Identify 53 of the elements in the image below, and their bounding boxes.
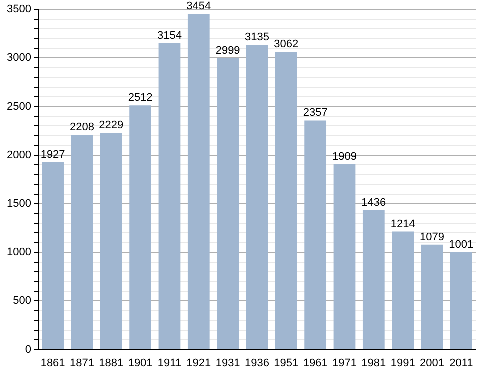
bar	[158, 43, 181, 350]
data-label: 2512	[128, 92, 153, 104]
x-tick-label: 1921	[186, 357, 212, 370]
x-tick-label: 1971	[332, 357, 357, 370]
bar	[304, 120, 327, 350]
data-label: 1927	[40, 149, 66, 162]
x-tick-label: 1936	[244, 357, 270, 370]
data-label: 1001	[449, 239, 474, 252]
x-tick-label: 1911	[158, 357, 182, 370]
bar	[450, 252, 472, 350]
data-label: 3154	[157, 30, 182, 42]
y-tick-label: 2000	[6, 149, 32, 162]
bar	[217, 58, 240, 350]
y-tick-label: 3500	[6, 4, 32, 16]
bar	[246, 45, 268, 350]
bar	[334, 164, 356, 350]
x-tick-label: 1951	[274, 357, 299, 370]
data-label: 3454	[186, 0, 212, 13]
x-tick-label: 1981	[362, 357, 386, 370]
bar	[188, 14, 210, 350]
y-tick-label: 1000	[6, 246, 32, 259]
y-tick-label: 2500	[6, 100, 32, 113]
data-label: 3135	[244, 32, 270, 44]
bar	[275, 52, 298, 350]
x-tick-label: 1961	[303, 357, 328, 370]
bar	[100, 133, 122, 350]
bar	[421, 244, 444, 350]
data-label: 2999	[216, 44, 240, 57]
x-tick-label: 2011	[450, 357, 474, 370]
y-tick-label: 0	[25, 344, 32, 356]
x-tick-label: 1871	[70, 357, 94, 370]
data-label: 1079	[420, 231, 444, 244]
bar	[392, 232, 414, 350]
y-tick-label: 500	[13, 295, 32, 308]
y-tick-label: 1500	[6, 198, 32, 210]
x-tick-label: 1931	[216, 357, 240, 370]
data-label: 1436	[362, 196, 386, 209]
data-label: 1214	[390, 218, 416, 230]
data-label: 2229	[99, 120, 124, 132]
data-label: 2357	[303, 107, 328, 120]
bar	[362, 210, 385, 350]
data-label: 3062	[274, 38, 299, 51]
x-tick-label: 1901	[128, 357, 153, 370]
x-tick-label: 1991	[390, 357, 416, 370]
x-tick-label: 2001	[420, 357, 444, 370]
x-tick-label: 1881	[99, 357, 124, 370]
data-label: 1909	[332, 150, 357, 163]
bar	[42, 162, 64, 350]
y-tick-label: 3000	[6, 52, 32, 64]
data-label: 2208	[70, 122, 94, 134]
x-tick-label: 1861	[40, 357, 66, 370]
bar	[71, 135, 94, 350]
bar	[130, 106, 152, 350]
